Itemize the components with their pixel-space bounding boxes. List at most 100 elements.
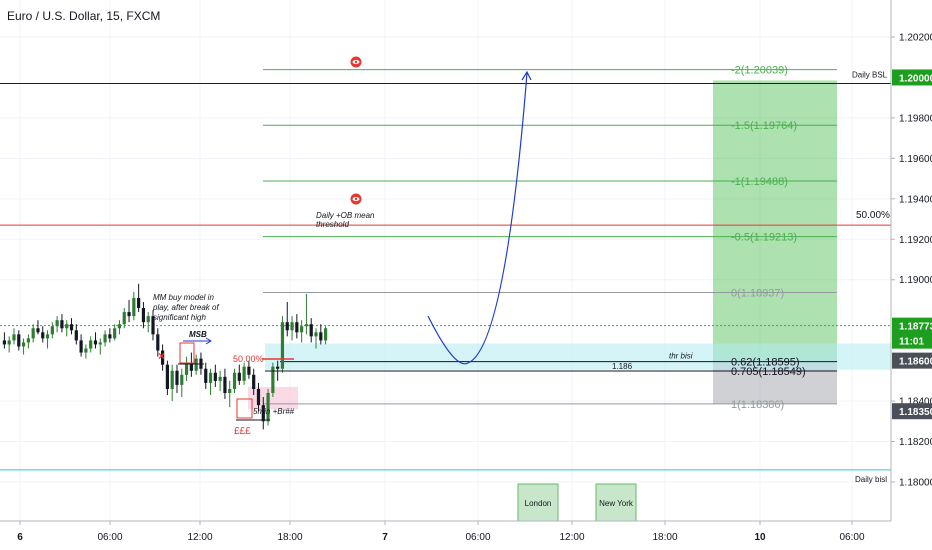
arrow-head-icon — [521, 70, 532, 81]
projection-curve — [427, 72, 528, 365]
candle — [271, 366, 275, 393]
candle — [319, 332, 323, 341]
ob-note-line: Daily +OB mean — [316, 211, 375, 220]
candle — [309, 324, 313, 337]
fib-label: 1(1.18386) — [731, 399, 784, 411]
candle — [26, 338, 30, 343]
eye-pupil — [354, 197, 358, 201]
fib-label: -0.5(1.19213) — [731, 232, 797, 244]
target-zone — [713, 80, 837, 361]
candle — [31, 328, 35, 339]
candle — [108, 334, 112, 339]
candle — [60, 320, 64, 329]
candle — [137, 297, 141, 309]
candle — [45, 334, 50, 339]
fib-label: 0.705(1.18549) — [731, 366, 806, 378]
ob-zone — [265, 343, 891, 370]
candle — [69, 324, 74, 331]
candle — [2, 340, 6, 345]
ob5-label: 5min +Br## — [253, 407, 295, 416]
time-tick-label: 12:00 — [187, 532, 212, 543]
candle — [151, 316, 155, 335]
candle — [50, 326, 54, 335]
candle — [161, 350, 165, 365]
price-badge-label: 1.20000 — [899, 73, 932, 84]
candle — [276, 366, 280, 369]
price-badge — [892, 403, 932, 420]
candle — [184, 362, 189, 375]
session-label: London — [525, 499, 552, 508]
candle — [55, 320, 59, 327]
time-tick-label: 06:00 — [465, 532, 490, 543]
candle — [213, 372, 217, 381]
candle — [208, 372, 213, 383]
x-mark-icon: × — [158, 349, 165, 363]
candle — [103, 334, 107, 343]
time-tick-label: 10 — [754, 532, 766, 543]
candle — [280, 322, 285, 369]
candle — [324, 328, 328, 341]
price-badge-label: 11:01 — [899, 337, 924, 348]
time-tick-label: 12:00 — [559, 532, 584, 543]
candle — [84, 348, 88, 353]
candle — [117, 324, 122, 329]
fib-label: -1(1.19488) — [731, 176, 788, 188]
candle — [127, 312, 131, 317]
daily-bisl-label: Daily bisl — [855, 475, 887, 484]
half-mark-label: 50.00% — [233, 354, 264, 364]
session-label: New York — [599, 499, 634, 508]
candle — [41, 332, 45, 339]
time-axis[interactable]: 6 06:00 12:00 18:00 7 06:00 12:00 18:00 10 06:00 — [17, 521, 865, 543]
candle — [132, 297, 136, 317]
candle — [74, 330, 78, 341]
candle — [228, 388, 232, 393]
daily-bsl-label: Daily BSL — [852, 71, 888, 80]
msb-label: MSB — [189, 330, 207, 339]
horizontal-lines: Daily BSL 50.00% Daily bisl — [0, 71, 891, 484]
session-box — [517, 483, 559, 522]
half-label: 50.00% — [856, 210, 890, 221]
candle — [247, 366, 251, 375]
candle — [98, 342, 102, 345]
candle — [300, 326, 304, 333]
candles — [2, 283, 328, 430]
session-box — [595, 483, 637, 522]
mm-note-line: MM buy model in — [153, 293, 214, 302]
price-badge — [892, 352, 932, 369]
candle — [170, 370, 174, 389]
candle — [21, 342, 26, 347]
price-tick-label: 1.18000 — [899, 478, 932, 489]
candle — [7, 340, 11, 345]
candle — [180, 374, 184, 385]
candle — [314, 332, 318, 337]
candle — [218, 376, 222, 381]
candle — [12, 334, 16, 341]
candle — [295, 322, 299, 333]
candle — [252, 374, 256, 389]
price-axis[interactable]: 1.20200 1.19800 1.19600 1.19400 1.19200 1.190… — [891, 33, 932, 489]
price-badge-label: 1.18773 — [899, 322, 932, 333]
price-tick-label: 1.19600 — [899, 154, 932, 165]
break-box — [179, 342, 195, 364]
mm-note-line: play, after break of — [152, 303, 219, 312]
fib-label: -1.5(1.19764) — [731, 120, 797, 132]
time-tick-label: 7 — [382, 532, 388, 543]
time-tick-label: 18:00 — [652, 532, 677, 543]
time-tick-label: 06:00 — [839, 532, 864, 543]
candle — [141, 308, 146, 323]
fib-label: -2(1.20039) — [731, 65, 788, 77]
candle — [122, 312, 126, 325]
thr-label: thr bisi — [669, 352, 693, 361]
ob5-box — [236, 398, 253, 419]
price-tick-label: 1.19000 — [899, 275, 932, 286]
candle — [89, 340, 93, 349]
grid — [0, 0, 891, 521]
candle — [285, 322, 289, 331]
price-badge-label: 1.18350 — [899, 407, 932, 418]
price-tick-label: 1.18400 — [899, 397, 932, 408]
price-tick-label: 1.18200 — [899, 437, 932, 448]
candle — [189, 362, 193, 371]
candle — [165, 364, 169, 389]
